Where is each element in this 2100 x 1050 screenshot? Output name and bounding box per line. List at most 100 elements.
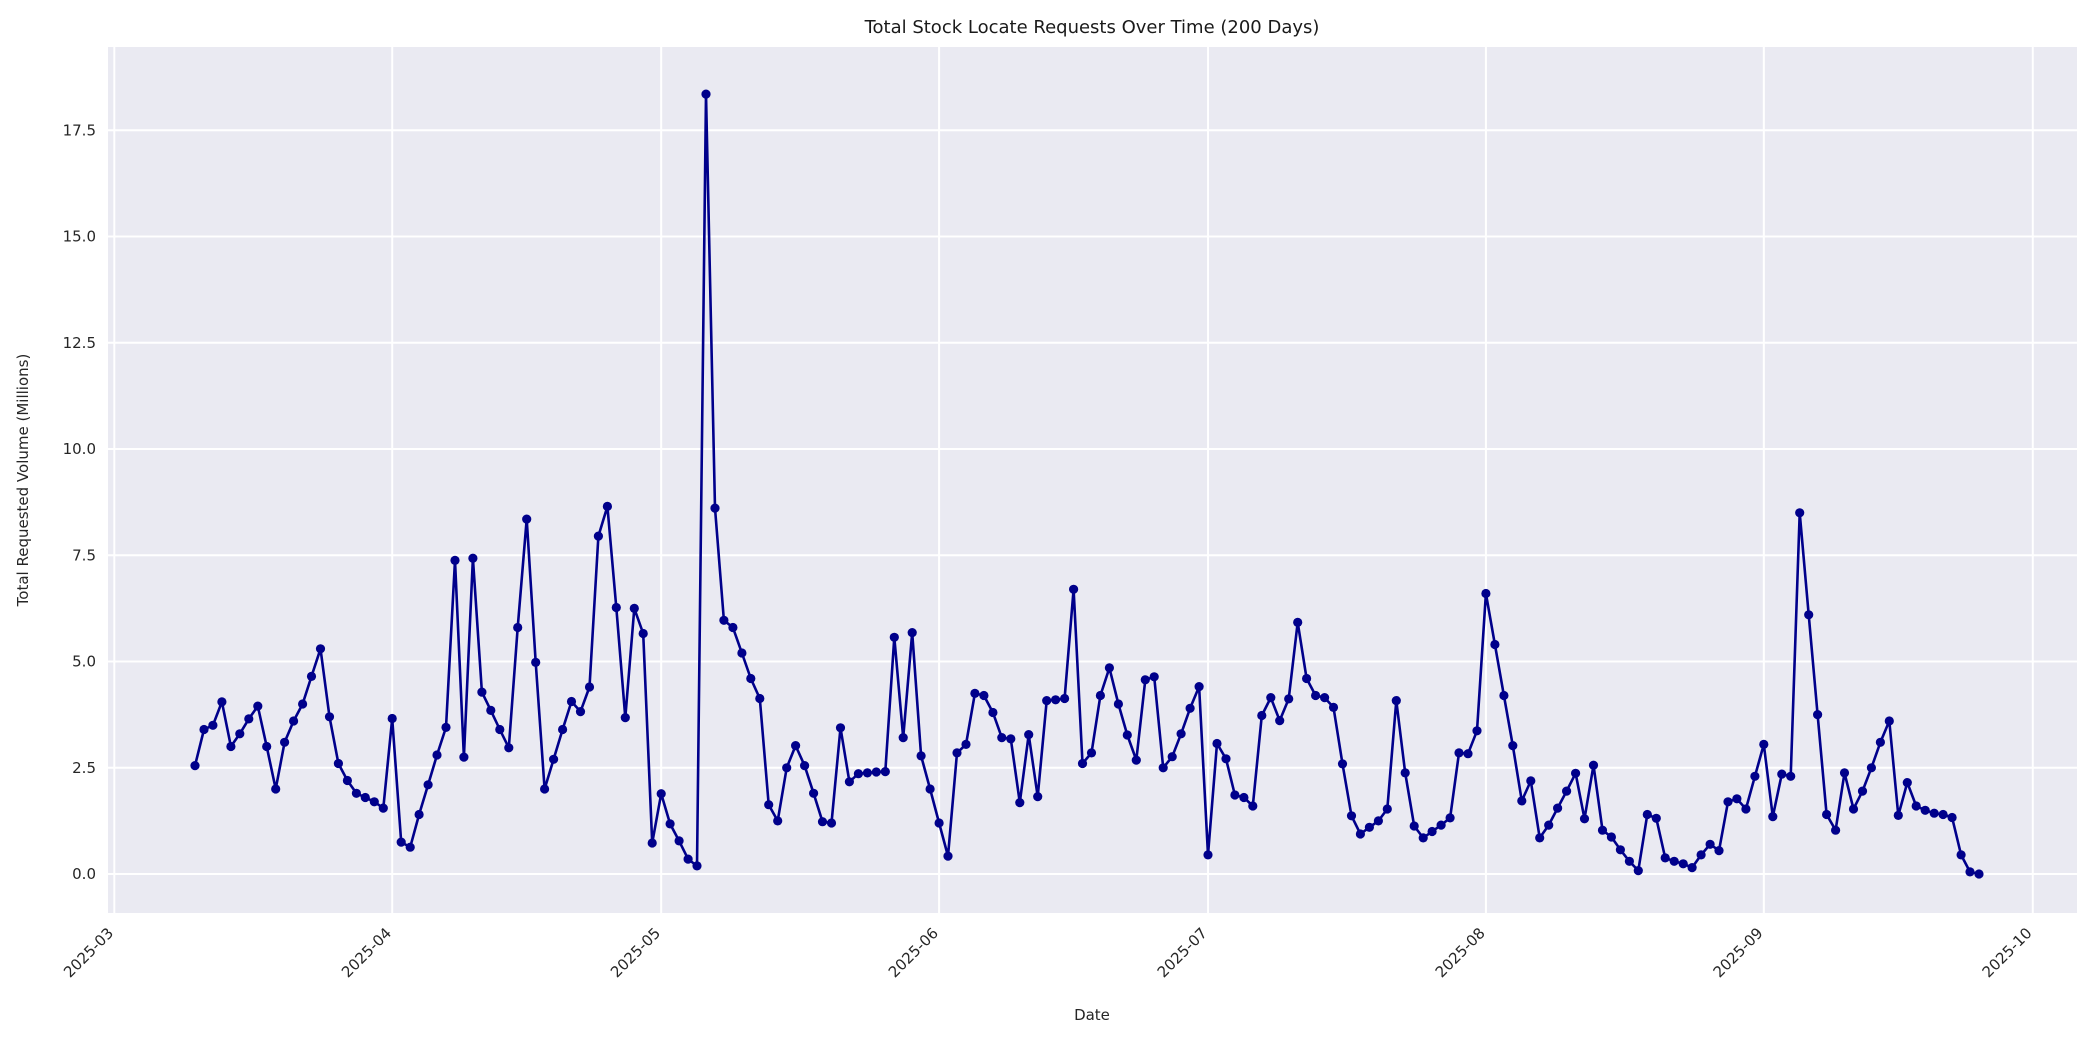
data-point-marker bbox=[1346, 811, 1357, 821]
data-point-marker bbox=[1606, 832, 1616, 842]
data-point-marker bbox=[1400, 768, 1410, 778]
data-point-marker bbox=[620, 713, 630, 723]
data-point-marker bbox=[1445, 813, 1455, 823]
data-point-marker bbox=[1481, 588, 1491, 599]
y-axis-label: Total Requested Volume (Millions) bbox=[14, 354, 32, 608]
plot-area bbox=[108, 47, 2077, 913]
data-point-marker bbox=[468, 553, 478, 563]
data-point-marker bbox=[549, 754, 559, 764]
chart-title: Total Stock Locate Requests Over Time (2… bbox=[864, 17, 1320, 38]
data-point-marker bbox=[1042, 696, 1052, 706]
data-point-marker bbox=[826, 818, 837, 828]
data-point-marker bbox=[683, 854, 693, 864]
data-point-marker bbox=[540, 784, 550, 794]
data-point-marker bbox=[1463, 749, 1473, 759]
data-point-marker bbox=[1571, 768, 1581, 778]
data-point-marker bbox=[692, 861, 702, 871]
data-point-marker bbox=[342, 775, 352, 786]
data-point-marker bbox=[844, 777, 855, 787]
data-point-marker bbox=[656, 789, 666, 799]
data-point-marker bbox=[387, 713, 397, 724]
data-point-marker bbox=[558, 724, 568, 735]
y-tick-label: 5.0 bbox=[72, 653, 96, 671]
data-point-marker bbox=[853, 769, 864, 779]
data-point-marker bbox=[593, 531, 604, 541]
data-point-marker bbox=[1875, 737, 1885, 747]
data-point-marker bbox=[1051, 695, 1061, 705]
data-point-marker bbox=[943, 851, 953, 861]
data-point-marker bbox=[351, 788, 361, 798]
data-point-marker bbox=[1382, 804, 1392, 814]
data-point-marker bbox=[333, 758, 343, 769]
data-point-marker bbox=[1750, 771, 1760, 781]
data-point-marker bbox=[1669, 856, 1679, 866]
data-point-marker bbox=[961, 739, 971, 750]
data-point-marker bbox=[1624, 856, 1634, 866]
data-point-marker bbox=[1203, 850, 1213, 860]
data-point-marker bbox=[1893, 810, 1903, 821]
y-tick-label: 12.5 bbox=[63, 334, 96, 352]
data-point-marker bbox=[1337, 759, 1348, 769]
data-point-marker bbox=[755, 693, 765, 704]
data-point-marker bbox=[1373, 816, 1383, 826]
data-point-marker bbox=[1696, 850, 1706, 860]
data-point-marker bbox=[1929, 808, 1939, 818]
data-point-marker bbox=[1723, 797, 1733, 807]
data-point-marker bbox=[306, 671, 317, 682]
data-point-marker bbox=[611, 602, 621, 613]
y-tick-label: 17.5 bbox=[63, 121, 96, 139]
data-point-marker bbox=[369, 797, 379, 807]
data-point-marker bbox=[764, 800, 774, 810]
data-point-marker bbox=[1732, 794, 1742, 804]
data-point-marker bbox=[1866, 763, 1876, 773]
data-point-marker bbox=[862, 768, 873, 778]
data-point-marker bbox=[1517, 796, 1527, 806]
data-point-marker bbox=[800, 761, 810, 771]
data-point-marker bbox=[1069, 584, 1079, 594]
data-point-marker bbox=[495, 724, 505, 735]
data-point-marker bbox=[1857, 786, 1868, 796]
data-point-marker bbox=[1660, 853, 1670, 863]
data-point-marker bbox=[414, 809, 424, 820]
data-point-marker bbox=[1248, 801, 1258, 811]
data-point-marker bbox=[1418, 833, 1428, 843]
data-point-marker bbox=[898, 733, 908, 743]
data-point-marker bbox=[1526, 776, 1536, 786]
data-point-marker bbox=[809, 788, 819, 798]
data-point-marker bbox=[1831, 825, 1841, 835]
data-point-marker bbox=[1804, 610, 1814, 620]
data-point-marker bbox=[647, 838, 657, 848]
data-point-marker bbox=[1956, 850, 1966, 860]
y-tick-label: 2.5 bbox=[72, 759, 96, 777]
data-point-marker bbox=[1221, 754, 1231, 764]
data-point-marker bbox=[217, 697, 227, 707]
data-point-marker bbox=[1077, 758, 1088, 769]
y-tick-label: 7.5 bbox=[72, 546, 96, 564]
data-point-marker bbox=[522, 514, 532, 524]
data-point-marker bbox=[1293, 617, 1303, 628]
data-point-marker bbox=[271, 784, 281, 794]
data-point-marker bbox=[1239, 792, 1249, 803]
data-point-marker bbox=[1257, 710, 1267, 721]
data-point-marker bbox=[1902, 778, 1912, 788]
data-point-marker bbox=[665, 819, 675, 829]
data-point-marker bbox=[324, 712, 335, 722]
data-point-marker bbox=[1938, 809, 1948, 820]
data-point-marker bbox=[934, 818, 944, 828]
data-point-marker bbox=[441, 722, 451, 733]
data-point-marker bbox=[970, 688, 980, 699]
data-point-marker bbox=[719, 615, 729, 625]
data-point-marker bbox=[1409, 821, 1419, 831]
data-point-marker bbox=[1579, 814, 1590, 824]
data-point-marker bbox=[1553, 803, 1563, 813]
data-point-marker bbox=[1848, 804, 1859, 814]
data-point-marker bbox=[791, 741, 801, 751]
data-point-marker bbox=[1185, 703, 1195, 713]
x-tick-label: 2025-03 bbox=[60, 924, 117, 981]
data-point-marker bbox=[1311, 690, 1321, 701]
data-point-marker bbox=[531, 657, 541, 668]
data-point-marker bbox=[208, 720, 218, 730]
data-point-marker bbox=[575, 707, 586, 717]
data-point-marker bbox=[925, 784, 935, 794]
